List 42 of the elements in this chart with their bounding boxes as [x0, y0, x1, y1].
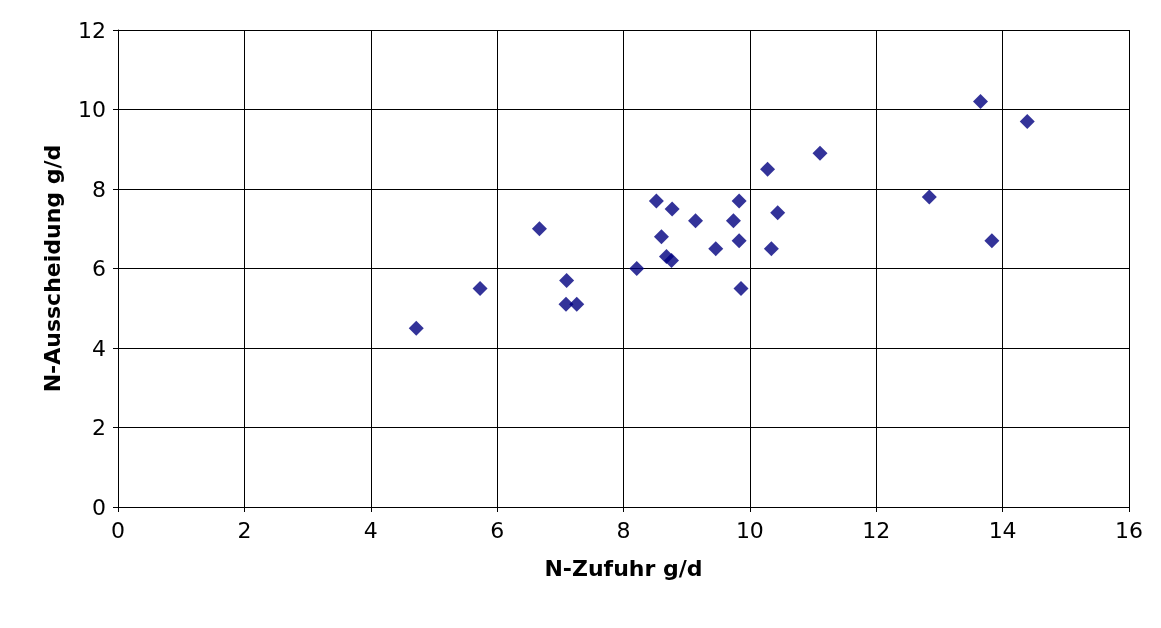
point [569, 296, 585, 312]
y-tick-label: 2 [92, 415, 106, 440]
x-tick-label: 8 [616, 517, 631, 543]
y-tick-label: 4 [92, 335, 106, 361]
y-tick-label: 0 [92, 494, 106, 520]
point [725, 213, 741, 229]
point [648, 193, 664, 209]
point [770, 205, 786, 221]
point [973, 94, 989, 110]
point [731, 233, 747, 249]
y-tick-label: 6 [92, 256, 106, 281]
point [760, 161, 776, 177]
point [653, 229, 669, 245]
point [731, 193, 747, 209]
x-tick-label: 12 [862, 517, 891, 543]
x-tick-label: 0 [111, 517, 125, 543]
point [664, 253, 680, 269]
point [559, 272, 575, 288]
x-tick-label: 4 [363, 517, 378, 543]
x-tick-label: 10 [735, 517, 764, 543]
y-tick-label: 10 [78, 97, 106, 122]
point [708, 241, 724, 257]
x-tick-label: 2 [237, 517, 252, 543]
point [763, 241, 779, 257]
y-axis-title: N-Ausscheidung g/d [39, 144, 65, 393]
x-tick-label: 16 [1115, 517, 1143, 543]
point [1019, 113, 1035, 129]
point [629, 261, 645, 276]
point [408, 320, 424, 336]
y-tick-label: 12 [78, 17, 106, 43]
point [664, 201, 680, 217]
point [472, 280, 488, 296]
point [531, 221, 547, 237]
x-axis-title: N-Zufuhr g/d [544, 555, 703, 581]
x-tick-label: 14 [988, 517, 1017, 543]
x-tick-label: 6 [490, 517, 505, 543]
point [688, 213, 704, 229]
y-tick-label: 8 [92, 176, 106, 202]
point [921, 189, 937, 205]
point [812, 145, 828, 161]
point [984, 233, 1000, 249]
point [733, 280, 749, 296]
